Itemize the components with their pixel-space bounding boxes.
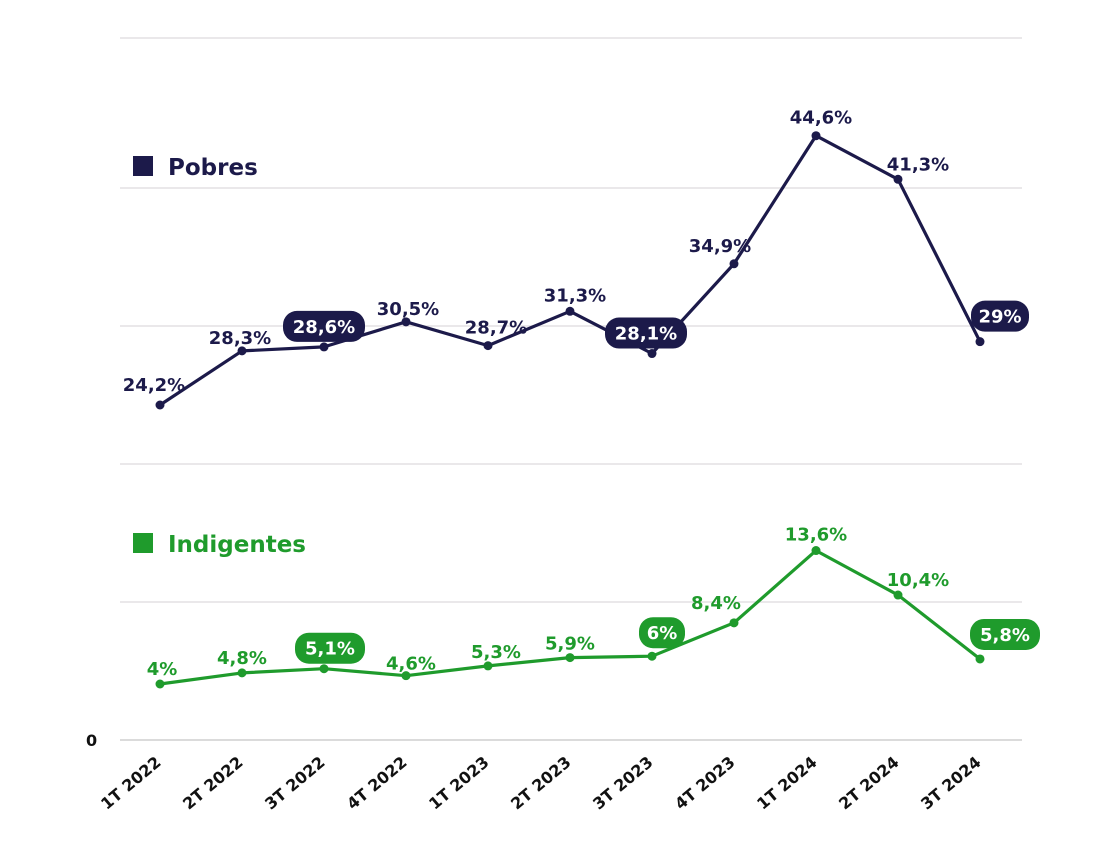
zero-axis-label: 0: [86, 731, 97, 750]
indigentes-data-label: 5,3%: [471, 642, 521, 663]
indigentes-label-pill: [970, 618, 1040, 650]
indigentes-data-label: 5,1%: [305, 639, 355, 660]
pobres-point: [975, 337, 985, 347]
x-tick-label: 2T 2023: [507, 753, 574, 814]
pobres-data-label: 28,3%: [209, 328, 271, 349]
indigentes-point: [975, 654, 985, 664]
indigentes-data-label: 4,8%: [217, 648, 267, 669]
pobres-label-pill: [971, 300, 1029, 332]
indigentes-point: [811, 546, 821, 556]
pobres-point: [893, 174, 903, 184]
indigentes-point: [401, 671, 411, 681]
legend-indigentes-swatch: [133, 533, 153, 553]
indigentes-label-pill: [295, 632, 365, 664]
pobres-point: [401, 317, 411, 327]
indigentes-label-pill: [639, 617, 685, 649]
indigentes-data-label: 5,9%: [545, 634, 595, 655]
x-tick-label: 3T 2022: [261, 753, 328, 814]
pobres-data-label: 41,3%: [887, 154, 949, 175]
x-tick-label: 1T 2023: [425, 753, 492, 814]
pobres-point: [565, 306, 575, 316]
indigentes-point: [319, 664, 329, 674]
pobres-point: [483, 341, 493, 351]
legend-indigentes-label: Indigentes: [168, 532, 306, 558]
indigentes-data-label: 8,4%: [691, 593, 741, 614]
pobres-data-label: 44,6%: [790, 108, 852, 129]
pobres-point: [729, 259, 739, 269]
indigentes-data-label: 4%: [147, 659, 178, 680]
indigentes-point: [237, 668, 247, 678]
indigentes-point: [647, 651, 657, 661]
indigentes-data-label: 5,8%: [980, 625, 1030, 646]
pobres-point: [647, 349, 657, 359]
legend-pobres: Pobres: [133, 155, 258, 181]
indigentes-point: [893, 590, 903, 600]
pobres-point: [319, 342, 329, 352]
x-tick-label: 1T 2022: [97, 753, 164, 814]
pobres-data-label: 34,9%: [689, 236, 751, 257]
gridlines: [120, 37, 1022, 741]
x-tick-label: 3T 2024: [917, 753, 984, 814]
x-tick-label: 2T 2022: [179, 753, 246, 814]
x-axis-ticks: 1T 2022 2T 2022 3T 2022 4T 2022 1T 2023 2T 20…: [97, 753, 984, 814]
x-tick-label: 4T 2023: [671, 753, 738, 814]
pobres-data-label: 31,3%: [544, 285, 606, 306]
series-layer: 24,2% 28,3% 28,6% 30,5% 28,7% 31,3% 28,1% 34,9%…: [123, 108, 1040, 689]
pobres-label-pill: [605, 317, 687, 349]
pobres-data-label: 28,6%: [293, 317, 355, 338]
indigentes-data-label: 6%: [647, 623, 678, 644]
x-tick-label: 2T 2024: [835, 753, 902, 814]
pobres-point: [811, 131, 821, 141]
legend-pobres-swatch: [133, 156, 153, 176]
pobres-data-label: 29%: [978, 307, 1021, 328]
indigentes-data-label: 13,6%: [785, 525, 847, 546]
legend-indigentes: Indigentes: [133, 532, 306, 558]
pobres-data-label: 24,2%: [123, 375, 185, 396]
pobres-point: [155, 400, 165, 410]
pobres-data-label: 28,1%: [615, 324, 677, 345]
indigentes-point: [565, 653, 575, 663]
pobres-data-label: 30,5%: [377, 299, 439, 320]
indigentes-data-label: 10,4%: [887, 570, 949, 591]
legend-pobres-label: Pobres: [168, 155, 258, 181]
indigentes-data-label: 4,6%: [386, 654, 436, 675]
indigentes-line: [159, 548, 981, 686]
x-tick-label: 1T 2024: [753, 753, 820, 814]
pobres-point: [237, 346, 247, 356]
indigentes-point: [729, 618, 739, 628]
x-tick-label: 3T 2023: [589, 753, 656, 814]
indigentes-point: [483, 661, 493, 671]
x-tick-label: 4T 2022: [343, 753, 410, 814]
pobres-data-label: 28,7%: [465, 318, 527, 339]
pobres-line: [159, 134, 982, 407]
pobres-label-pill: [283, 310, 365, 342]
indigentes-point: [155, 679, 165, 689]
